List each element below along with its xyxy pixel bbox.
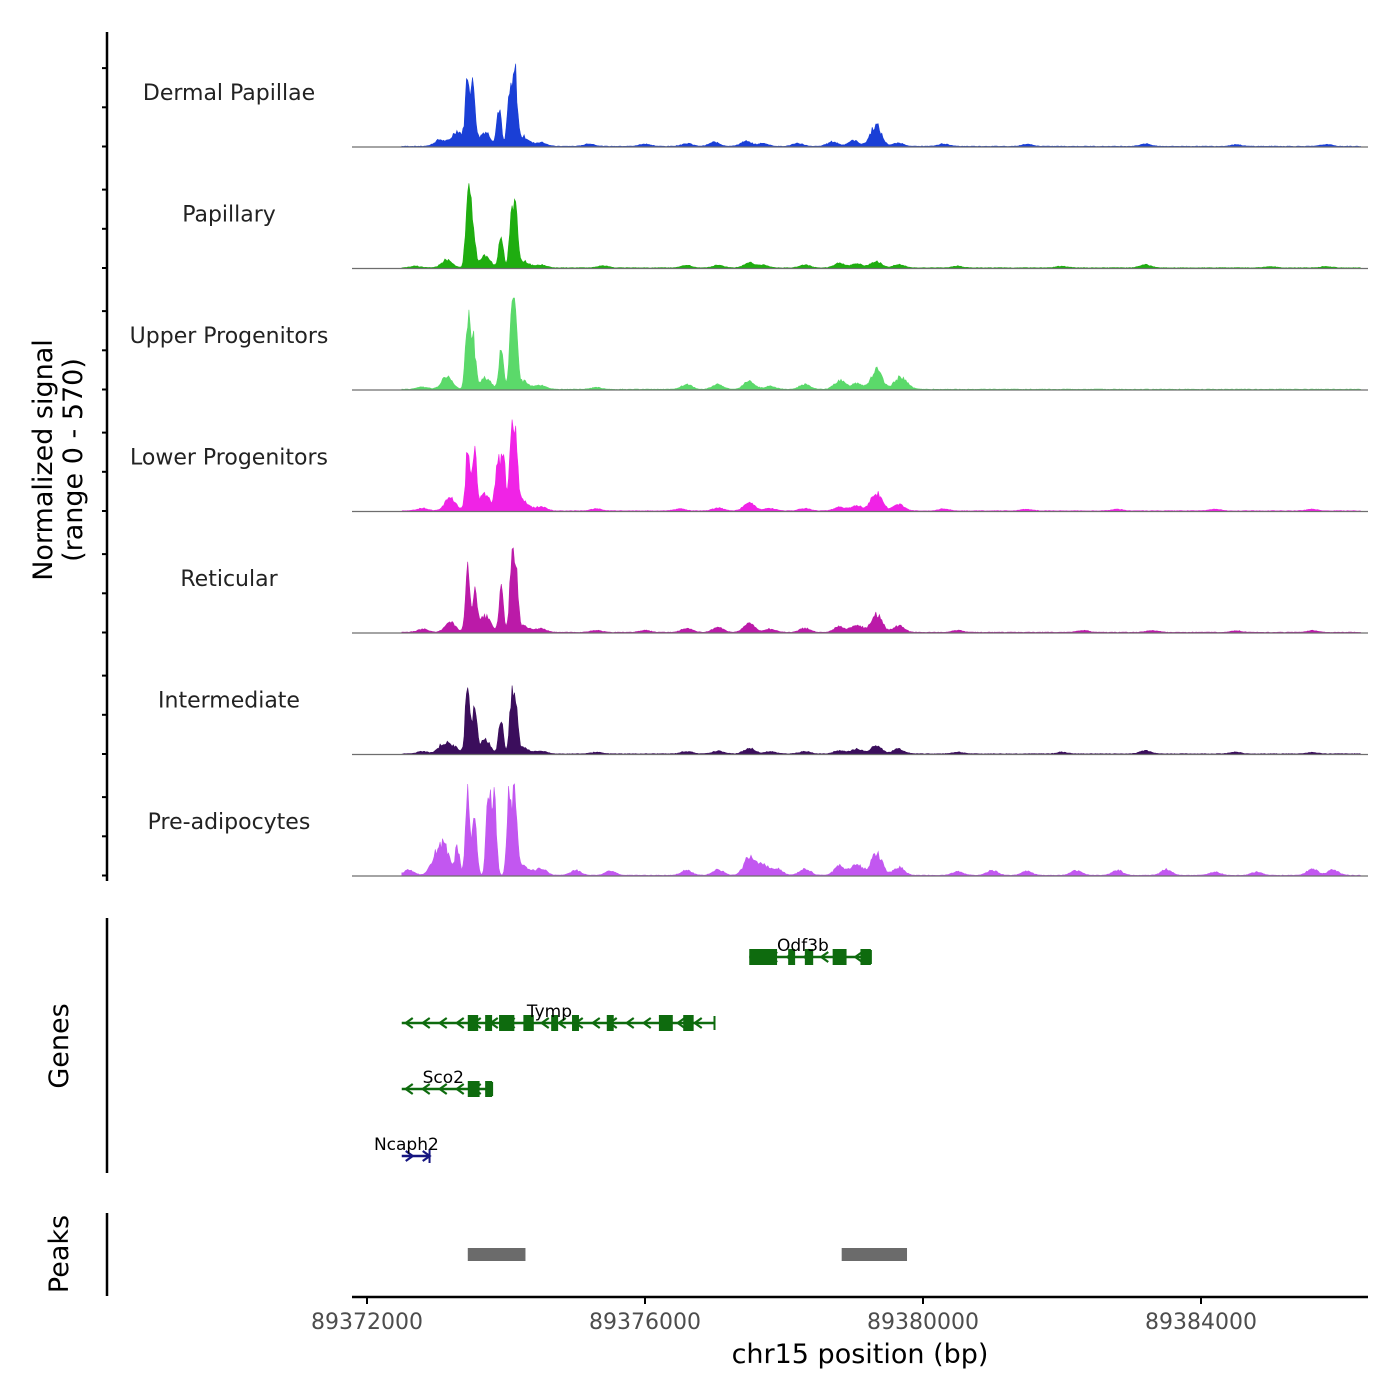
- coverage-area: [401, 297, 1361, 390]
- gene-model: Ncaph2: [374, 1135, 439, 1163]
- coverage-area: [401, 685, 1361, 755]
- gene-name-label: Sco2: [423, 1068, 464, 1088]
- gene-exon: [551, 1015, 559, 1031]
- strand-arrow: [539, 1017, 550, 1029]
- strand-arrow: [819, 951, 829, 963]
- coverage-area: [401, 547, 1361, 633]
- x-tick-label: 89380000: [867, 1310, 979, 1335]
- coverage-area: [401, 183, 1361, 269]
- y-axis-title-line2: (range 0 - 570): [58, 358, 89, 562]
- x-tick-label: 89376000: [589, 1310, 701, 1335]
- gene-name-label: Tymp: [526, 1002, 572, 1022]
- x-tick-label: 89384000: [1145, 1310, 1257, 1335]
- strand-arrow: [624, 1017, 635, 1029]
- track-label: Papillary: [182, 203, 276, 228]
- strand-arrow: [405, 1150, 415, 1162]
- coverage-tracks: Dermal Papillae Papillary Upper Progenitor…: [102, 32, 1368, 881]
- gene-model: Odf3b: [749, 936, 872, 965]
- gene-name-label: Odf3b: [777, 936, 829, 956]
- coverage-area: [401, 783, 1361, 876]
- track-label: Reticular: [180, 567, 278, 592]
- track-label: Pre-adipocytes: [148, 810, 311, 835]
- x-axis-title: chr15 position (bp): [732, 1339, 989, 1370]
- gene-exon: [832, 949, 847, 965]
- strand-arrow: [420, 1017, 431, 1029]
- gene-exon: [485, 1081, 493, 1097]
- strand-arrow: [454, 1083, 465, 1095]
- strand-arrow: [454, 1017, 465, 1029]
- strand-arrow: [641, 1017, 652, 1029]
- coverage-track: Papillary: [182, 183, 1368, 270]
- coverage-area: [401, 63, 1361, 147]
- gene-exon: [523, 1015, 534, 1031]
- peak-track: [105, 1213, 908, 1296]
- coverage-track: Intermediate: [158, 685, 1368, 756]
- strand-arrow: [420, 1083, 431, 1095]
- strand-arrow: [403, 1017, 414, 1029]
- coverage-track: Pre-adipocytes: [148, 783, 1368, 877]
- x-axis: 89372000 89376000 89380000 89384000: [311, 1295, 1368, 1335]
- gene-exon: [749, 949, 778, 965]
- gene-name-label: Ncaph2: [374, 1135, 439, 1155]
- peak-region: [467, 1248, 526, 1261]
- coverage-area: [401, 419, 1361, 512]
- gene-exon: [467, 1015, 479, 1031]
- gene-exon: [467, 1081, 480, 1097]
- gene-exon: [804, 949, 814, 965]
- genes-axis-title: Genes: [44, 1003, 75, 1088]
- gene-exon: [658, 1015, 673, 1031]
- gene-exon: [499, 1015, 515, 1031]
- track-label: Upper Progenitors: [130, 324, 329, 349]
- track-label: Intermediate: [158, 689, 300, 714]
- gene-exon: [606, 1015, 614, 1031]
- strand-arrow: [590, 1017, 601, 1029]
- y-axis-title-line1: Normalized signal: [28, 339, 59, 581]
- gene-model: Tymp: [401, 1002, 716, 1031]
- strand-arrow: [692, 1017, 703, 1029]
- track-label: Dermal Papillae: [143, 81, 315, 106]
- gene-exon: [683, 1015, 694, 1031]
- coverage-track: Dermal Papillae: [143, 63, 1368, 148]
- gene-exon: [860, 949, 871, 965]
- coverage-track: Lower Progenitors: [130, 419, 1368, 513]
- gene-exon: [572, 1015, 579, 1031]
- y-axis-title: Normalized signal (range 0 - 570): [28, 339, 89, 581]
- strand-arrow: [853, 951, 863, 963]
- coverage-track: Upper Progenitors: [130, 297, 1368, 391]
- track-label: Lower Progenitors: [130, 446, 328, 471]
- gene-exon: [788, 949, 796, 965]
- coverage-track: Reticular: [180, 547, 1368, 634]
- peaks-axis-title: Peaks: [44, 1215, 75, 1293]
- strand-arrow: [675, 1017, 686, 1029]
- strand-arrow: [422, 1150, 432, 1162]
- gene-model: Sco2: [401, 1068, 494, 1097]
- strand-arrow: [437, 1017, 448, 1029]
- x-tick-label: 89372000: [311, 1310, 423, 1335]
- gene-track: Odf3b Tymp Sco2 Ncaph2: [105, 918, 872, 1173]
- strand-arrow: [556, 1017, 567, 1029]
- gene-exon: [485, 1015, 493, 1031]
- peak-region: [841, 1248, 908, 1261]
- strand-arrow: [403, 1083, 414, 1095]
- strand-arrow: [437, 1083, 448, 1095]
